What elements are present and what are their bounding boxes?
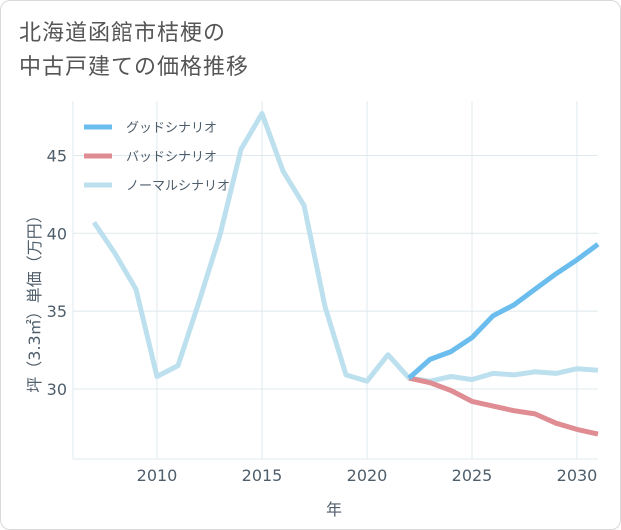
series-lines [91,111,600,437]
series-line-bad [408,375,599,437]
legend-label-good: グッドシナリオ [126,121,217,136]
x-axis-label: 年 [326,500,342,519]
y-tick-label: 30 [47,380,67,399]
x-tick-label: 2025 [452,466,493,485]
x-tick-label: 2015 [242,466,283,485]
y-tick-label: 45 [47,146,67,165]
legend-label-bad: バッドシナリオ [126,150,217,165]
series-line-good [407,242,600,380]
y-axis-ticks: 30 35 40 45 [47,146,67,398]
grid [72,101,598,460]
y-axis-label: 坪（3.3㎡）単価（万円） [25,207,44,392]
x-axis-ticks: 2010 2015 2020 2025 2030 [137,466,598,485]
x-tick-label: 2030 [557,466,598,485]
y-tick-label: 40 [47,224,67,243]
y-tick-label: 35 [47,302,67,321]
chart-title: 北海道函館市桔梗の 中古戸建ての価格推移 [19,17,579,85]
x-tick-label: 2020 [347,466,388,485]
series-line-normal [91,111,599,384]
chart-title-line2: 中古戸建ての価格推移 [19,55,250,80]
legend-label-normal: ノーマルシナリオ [126,179,230,194]
chart-title-line1: 北海道函館市桔梗の [19,21,227,46]
x-tick-label: 2010 [137,466,178,485]
